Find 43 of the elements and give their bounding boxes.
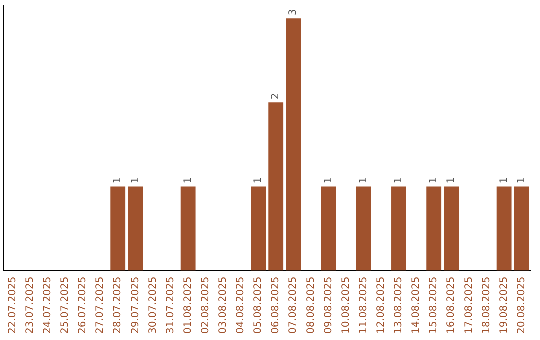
data-label: 1 (428, 177, 440, 184)
x-tick-label: 05.08.2025 (253, 276, 264, 334)
x-tick-label: 30.07.2025 (148, 276, 159, 334)
x-tick-label: 15.08.2025 (428, 276, 440, 334)
data-label: 2 (270, 93, 282, 100)
x-tick-label: 31.07.2025 (165, 276, 176, 334)
x-tick-label: 18.08.2025 (481, 276, 492, 334)
data-label: 1 (394, 177, 405, 184)
x-tick-label: 13.08.2025 (394, 276, 405, 334)
x-tick-label: 14.08.2025 (411, 276, 422, 334)
data-label: 1 (253, 177, 264, 184)
x-tick-label: 11.08.2025 (358, 276, 370, 334)
x-tick-label: 01.08.2025 (182, 276, 194, 334)
data-label: 3 (288, 9, 300, 16)
data-label: 1 (112, 177, 124, 184)
x-tick-label: 19.08.2025 (498, 276, 510, 334)
x-tick-label: 25.07.2025 (60, 276, 72, 334)
x-tick-label: 29.07.2025 (130, 276, 142, 334)
x-tick-label: 23.07.2025 (24, 276, 36, 334)
data-label: 1 (498, 177, 510, 184)
x-tick-label: 04.08.2025 (236, 276, 247, 334)
data-label: 1 (323, 177, 334, 184)
x-tick-label: 07.08.2025 (288, 276, 300, 334)
x-tick-label: 03.08.2025 (218, 276, 230, 334)
data-label: 1 (182, 177, 194, 184)
x-tick-label: 24.07.2025 (42, 276, 54, 334)
x-tick-label: 06.08.2025 (270, 276, 282, 334)
x-tick-label: 02.08.2025 (200, 276, 212, 334)
x-tick-label: 09.08.2025 (323, 276, 334, 334)
x-tick-label: 27.07.2025 (95, 276, 106, 334)
x-tick-label: 16.08.2025 (446, 276, 458, 334)
data-label: 1 (446, 177, 458, 184)
x-tick-label: 22.07.2025 (7, 276, 18, 334)
x-tick-label: 10.08.2025 (340, 276, 352, 334)
x-tick-label: 26.07.2025 (78, 276, 89, 334)
x-tick-label: 28.07.2025 (112, 276, 124, 334)
x-tick-label: 12.08.2025 (376, 276, 388, 334)
data-label: 1 (358, 177, 370, 184)
x-tick-label: 17.08.2025 (464, 276, 475, 334)
data-label: 1 (130, 177, 142, 184)
x-tick-label: 20.08.2025 (516, 276, 528, 334)
x-tick-label: 08.08.2025 (306, 276, 317, 334)
data-label: 1 (516, 177, 528, 184)
